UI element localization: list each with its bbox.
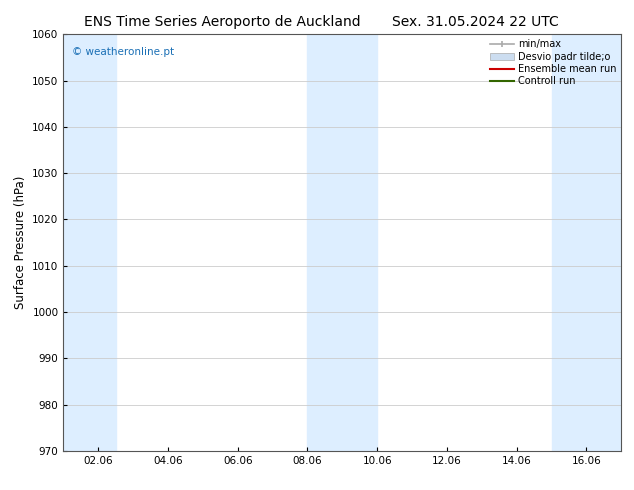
Text: © weatheronline.pt: © weatheronline.pt <box>72 47 174 57</box>
Y-axis label: Surface Pressure (hPa): Surface Pressure (hPa) <box>14 176 27 309</box>
Text: Sex. 31.05.2024 22 UTC: Sex. 31.05.2024 22 UTC <box>392 15 559 29</box>
Bar <box>46 34 115 451</box>
Legend: min/max, Desvio padr tilde;o, Ensemble mean run, Controll run: min/max, Desvio padr tilde;o, Ensemble m… <box>488 37 618 88</box>
Bar <box>307 34 377 451</box>
Bar <box>552 34 621 451</box>
Text: ENS Time Series Aeroporto de Auckland: ENS Time Series Aeroporto de Auckland <box>84 15 360 29</box>
